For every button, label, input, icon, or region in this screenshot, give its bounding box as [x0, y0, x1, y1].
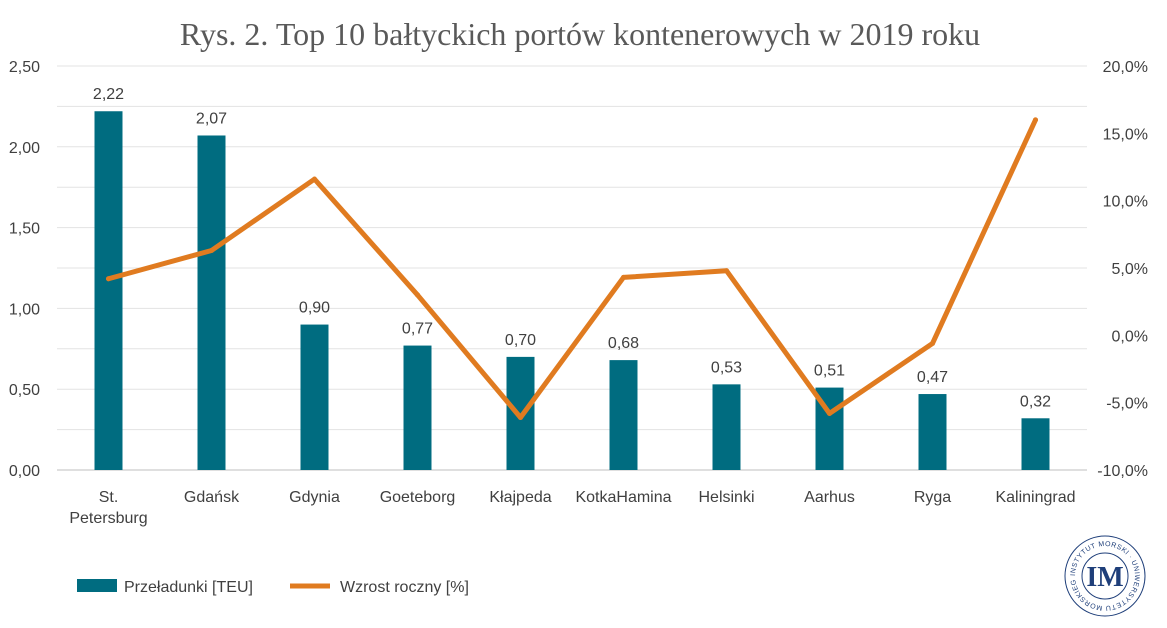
growth-point: [106, 276, 111, 282]
bar-value-label: 0,77: [402, 321, 433, 338]
right-axis-ticks: -10,0% -5,0% 0,0% 5,0% 10,0% 15,0% 20,0%: [1097, 59, 1148, 480]
logo-monogram: IM: [1086, 562, 1123, 593]
gridlines: [57, 65, 1087, 471]
category-label: Goeteborg: [380, 489, 456, 506]
category-label: Gdańsk: [184, 489, 240, 506]
bar-value-label: 0,68: [608, 335, 639, 352]
y-right-tick-label: 5,0%: [1112, 261, 1148, 278]
y-right-tick-label: 20,0%: [1103, 59, 1148, 76]
y-right-tick-label: -10,0%: [1097, 463, 1148, 480]
y-right-tick-label: 0,0%: [1112, 328, 1148, 345]
growth-point: [209, 247, 214, 253]
bar-data-labels: 2,22 2,07 0,90 0,77 0,70 0,68 0,53 0,51 0,47 0,32: [93, 86, 1051, 410]
category-label: Ryga: [914, 489, 951, 506]
growth-point: [1033, 117, 1038, 123]
chart-title: Rys. 2. Top 10 bałtyckich portów kontene…: [180, 16, 980, 52]
y-left-tick-label: 0,50: [9, 382, 40, 399]
y-left-tick-label: 1,00: [9, 301, 40, 318]
y-left-tick-label: 2,00: [9, 140, 40, 157]
legend-label-line: Wzrost roczny [%]: [340, 579, 469, 596]
institute-logo: INSTYTUT MORSKI · UNIWERSYTETU MORSKIEGO…: [1064, 535, 1146, 617]
bar: [94, 111, 123, 471]
legend-swatch-bar: [77, 579, 117, 592]
bar: [300, 324, 329, 470]
category-label: Kaliningrad: [995, 489, 1075, 506]
bar-value-label: 0,51: [814, 363, 845, 380]
category-label: Aarhus: [804, 489, 855, 506]
legend-label-bar: Przeładunki [TEU]: [124, 579, 253, 596]
growth-point: [930, 340, 935, 346]
category-label: Gdynia: [289, 489, 340, 506]
bar: [609, 360, 638, 470]
category-label: St. Petersburg: [69, 489, 147, 527]
bar-value-label: 0,90: [299, 300, 330, 317]
growth-point: [621, 274, 626, 280]
growth-point: [518, 414, 523, 420]
y-right-tick-label: 15,0%: [1103, 126, 1148, 143]
bar: [918, 394, 947, 470]
y-right-tick-label: 10,0%: [1103, 194, 1148, 211]
growth-point: [827, 410, 832, 416]
bar-value-label: 0,70: [505, 332, 536, 349]
bar: [1021, 418, 1050, 470]
bar-value-label: 0,47: [917, 369, 948, 386]
y-right-tick-label: -5,0%: [1106, 396, 1148, 413]
y-left-tick-label: 0,00: [9, 463, 40, 480]
bar-value-label: 2,22: [93, 86, 124, 103]
category-label: Kłajpeda: [489, 489, 551, 506]
line-series: [106, 117, 1038, 420]
bar: [197, 135, 226, 470]
legend: Przeładunki [TEU] Wzrost roczny [%]: [77, 579, 469, 596]
bar-value-label: 0,53: [711, 359, 742, 376]
growth-point: [312, 176, 317, 182]
bar: [403, 345, 432, 470]
category-label: Helsinki: [698, 489, 754, 506]
growth-line: [106, 117, 1038, 420]
category-label: KotkaHamina: [575, 489, 671, 506]
left-axis-ticks: 0,00 0,50 1,00 1,50 2,00 2,50: [9, 59, 40, 480]
growth-point: [415, 292, 420, 298]
category-labels: St. Petersburg Gdańsk Gdynia Goeteborg Kłajpe…: [69, 489, 1075, 527]
bar: [712, 384, 741, 470]
y-left-tick-label: 2,50: [9, 59, 40, 76]
bar-value-label: 0,32: [1020, 393, 1051, 410]
bar-value-label: 2,07: [196, 110, 227, 127]
y-left-tick-label: 1,50: [9, 221, 40, 238]
bar-series: [94, 111, 1050, 471]
growth-point: [724, 268, 729, 274]
